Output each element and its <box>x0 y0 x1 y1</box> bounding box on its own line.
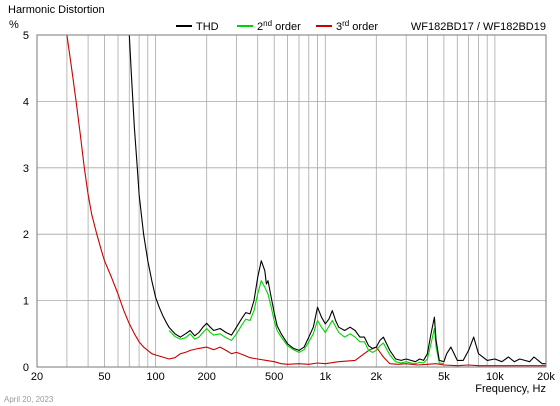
series-layer <box>66 34 546 367</box>
series-line-2nd-order <box>168 280 444 365</box>
y-tick-label: 5 <box>23 30 29 42</box>
date-stamp: April 20, 2023 <box>4 395 54 404</box>
x-axis-label: Frequency, Hz <box>475 383 546 395</box>
x-tick-label: 100 <box>146 371 164 383</box>
model-name: WF182BD17 / WF182BD19 <box>411 21 546 33</box>
x-tick-label: 2k <box>370 371 382 383</box>
legend-label-thd: THD <box>196 21 219 33</box>
x-tick-label: 20k <box>537 371 555 383</box>
vertical-grid <box>66 35 496 367</box>
horizontal-grid <box>37 101 546 302</box>
y-axis-label: % <box>9 19 19 31</box>
y-tick-label: 2 <box>23 229 29 241</box>
x-tick-label: 20 <box>31 371 43 383</box>
legend-label-2nd: 2nd order <box>257 19 301 34</box>
x-tick-label: 50 <box>98 371 110 383</box>
y-tick-labels: 0 1 2 3 4 5 <box>23 30 29 374</box>
y-tick-label: 4 <box>23 96 29 108</box>
x-tick-labels: 20 50 100 200 500 1k 2k 5k 10k 20k <box>31 371 555 383</box>
chart-title: Harmonic Distortion <box>8 4 105 16</box>
x-tick-label: 500 <box>265 371 283 383</box>
x-tick-label: 10k <box>486 371 504 383</box>
plot-frame <box>36 34 547 368</box>
series-line-thd <box>128 34 546 365</box>
y-tick-label: 1 <box>23 296 29 308</box>
x-tick-label: 200 <box>198 371 216 383</box>
y-tick-label: 0 <box>23 362 29 374</box>
legend-label-3rd: 3rd order <box>336 19 378 34</box>
y-tick-label: 3 <box>23 163 29 175</box>
legend: THD 2nd order 3rd order <box>176 19 378 34</box>
series-line-3rd-order <box>66 34 546 367</box>
x-tick-label: 5k <box>438 371 450 383</box>
x-tick-label: 1k <box>319 371 331 383</box>
